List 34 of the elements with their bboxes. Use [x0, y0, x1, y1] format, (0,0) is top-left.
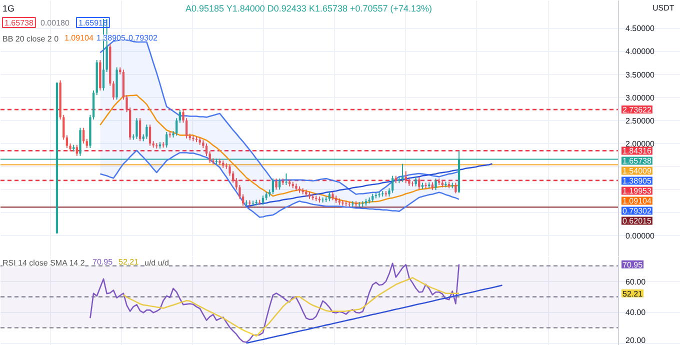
- chart-subtitle: A0.95185 Y1.84000 D0.92433 K1.65738 +0.70557 (+74.13%): [186, 4, 432, 14]
- y-tick-label: 20.00: [626, 336, 646, 345]
- annotation: 0.79302: [128, 34, 158, 42]
- text: 70.95: [622, 260, 644, 270]
- y-tick-label: 40.00: [626, 308, 646, 318]
- ref-line-label: 2.73622: [622, 106, 652, 115]
- text: USDT: [652, 4, 674, 12]
- y-tick-label: 0.00000: [626, 232, 655, 241]
- chart-title: 1G: [2, 4, 15, 14]
- y-tick-label: 3.50000: [626, 70, 655, 80]
- annotation: 0.00180: [40, 18, 70, 28]
- text: 0.79302: [622, 206, 652, 216]
- ref-line-label: 1.19953: [622, 186, 652, 196]
- annotation: 1.38905: [96, 34, 126, 42]
- annotation: 52.21: [118, 258, 140, 266]
- ref-line-label: 1.65738: [622, 156, 652, 166]
- text: 1.09104: [622, 196, 652, 206]
- annotation: u/d u/d: [144, 258, 169, 268]
- y-tick-label: 2.50000: [626, 116, 655, 126]
- y-tick-label: 4.50000: [626, 24, 655, 34]
- text: 1.38905: [622, 176, 652, 186]
- ref-line-label: 1.54009: [622, 166, 652, 176]
- annotation: RSI 14 close SMA 14 2: [2, 258, 86, 268]
- y-tick-label: 2.00000: [626, 139, 655, 148]
- annotation: 70.95: [92, 258, 114, 266]
- ref-line-label: 1.84316: [622, 146, 652, 156]
- y-tick-label: 4.00000: [626, 47, 655, 56]
- annotation: 1.09104: [64, 34, 94, 42]
- text: 52.21: [622, 289, 644, 298]
- text: 1.65738: [4, 18, 34, 28]
- ref-line-label: 0.62015: [622, 216, 652, 226]
- y-tick-label: 3.00000: [626, 93, 655, 102]
- annotation: BB 20 close 2 0: [2, 34, 60, 44]
- y-tick-label: 60.00: [626, 277, 646, 286]
